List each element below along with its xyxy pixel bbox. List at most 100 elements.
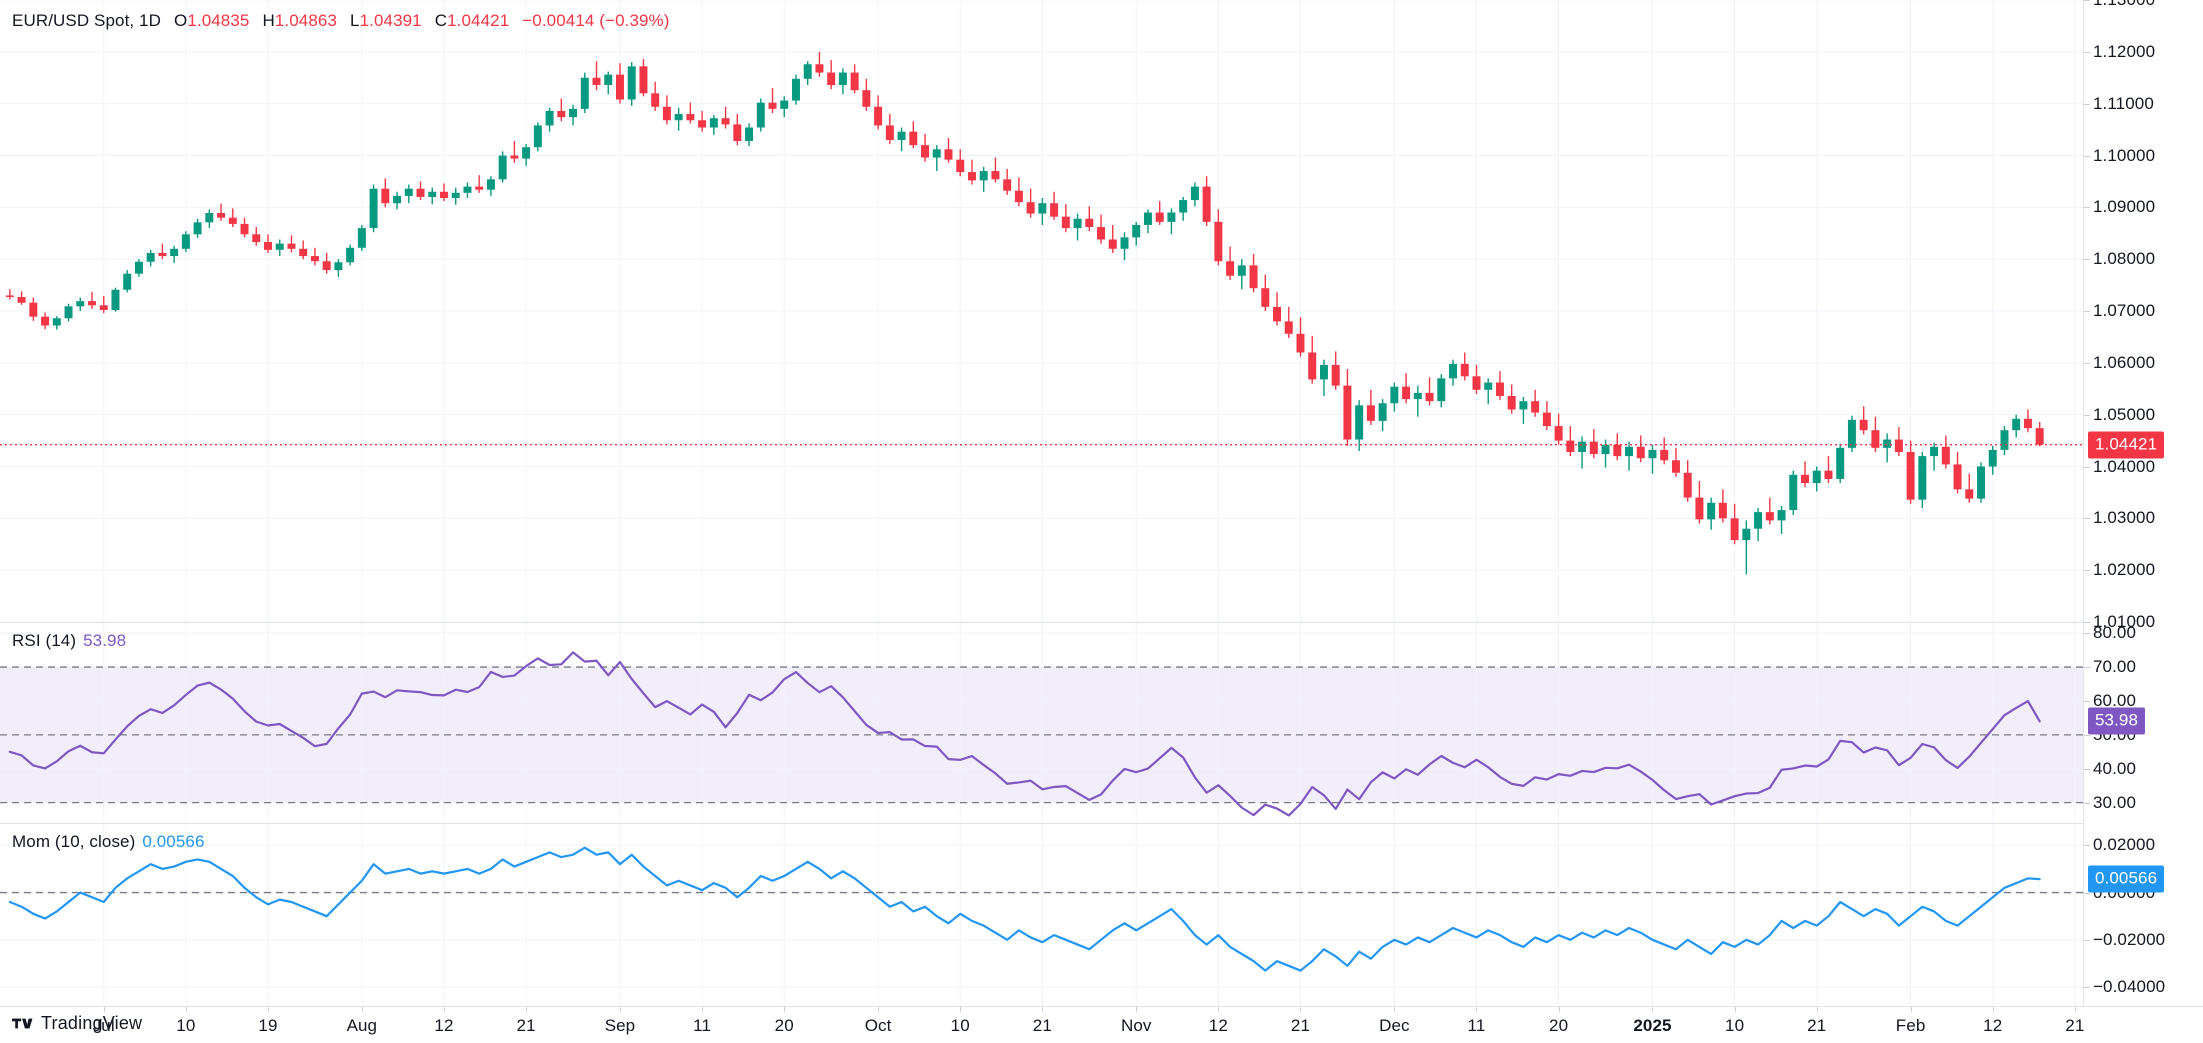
candle-body <box>533 125 542 148</box>
candle-body <box>1449 363 1458 379</box>
momentum-pane[interactable] <box>0 824 2083 1006</box>
axis-tick-label: 1.11000 <box>2093 93 2154 113</box>
tradingview-logo[interactable]: TradingView <box>12 1013 142 1034</box>
time-axis-label: 12 <box>434 1016 454 1035</box>
candle-body <box>709 118 718 128</box>
axis-tick-mark <box>2084 667 2090 669</box>
time-axis-label: 20 <box>774 1016 794 1035</box>
rsi-pane[interactable] <box>0 623 2083 823</box>
time-tick-mark <box>1910 1007 1912 1012</box>
candle-body <box>1097 227 1106 240</box>
axis-tick-label: 1.04000 <box>2093 456 2156 476</box>
candle-body <box>1636 446 1645 459</box>
candle-body <box>1918 456 1927 500</box>
momentum-plot <box>0 824 2083 1006</box>
candle-body <box>1190 186 1199 201</box>
candle-body <box>686 114 695 121</box>
candle-body <box>662 106 671 121</box>
time-axis-label: 20 <box>1549 1016 1569 1035</box>
rsi-legend[interactable]: RSI (14) 53.98 <box>12 631 126 651</box>
candle-body <box>580 77 589 109</box>
candle-body <box>123 273 132 290</box>
axis-tick-mark <box>2084 414 2090 416</box>
rsi-legend-title: RSI (14) <box>12 631 77 650</box>
ohlc-value-o: 1.04835 <box>187 11 250 30</box>
candle-body <box>1437 378 1446 402</box>
candle-body <box>1073 218 1082 229</box>
candle-body <box>1789 474 1798 511</box>
candle-body <box>1578 441 1587 452</box>
candle-body <box>88 301 96 306</box>
axis-tick-label: 30.00 <box>2093 792 2137 812</box>
axis-tick-label: 0.02000 <box>2093 835 2156 855</box>
time-tick-mark <box>1652 1007 1654 1012</box>
candle-body <box>170 248 179 257</box>
candle-body <box>287 243 296 249</box>
axis-tick-label: 1.06000 <box>2093 352 2156 372</box>
momentum-legend[interactable]: Mom (10, close) 0.00566 <box>12 832 205 852</box>
time-tick-mark <box>1042 1007 1044 1012</box>
candle-body <box>909 131 918 146</box>
candle-body <box>827 72 836 86</box>
candle-body <box>1754 512 1763 529</box>
candle-body <box>1519 401 1528 410</box>
time-tick-mark <box>1136 1007 1138 1012</box>
candle-body <box>1402 386 1411 400</box>
ohlc-value-l: 1.04391 <box>359 11 422 30</box>
candle-body <box>1038 203 1047 214</box>
candle-body <box>768 102 777 109</box>
price-pane[interactable] <box>0 0 2083 622</box>
candle-body <box>381 188 390 204</box>
candle-body <box>463 186 472 193</box>
candle-body <box>1894 439 1903 452</box>
candle-body <box>1859 419 1868 431</box>
candle-body <box>1660 449 1669 461</box>
candle-body <box>1026 202 1035 214</box>
axis-tick-label: 1.08000 <box>2093 249 2156 269</box>
candle-body <box>956 159 965 173</box>
time-tick-mark <box>361 1007 363 1012</box>
pane-separator-rsi[interactable] <box>0 622 2203 623</box>
candle-body <box>1707 502 1716 520</box>
symbol-legend[interactable]: EUR/USD Spot, 1D O1.04835 H1.04863 L1.04391… <box>12 11 670 31</box>
time-axis[interactable]: Jul 10 19 Aug 12 21 Sep 11 20 Oct 10 21 Nov 12 21 Dec 11… <box>0 1006 2203 1043</box>
axis-tick-mark <box>2084 51 2090 53</box>
candle-body <box>1695 497 1704 520</box>
candle-body <box>874 106 883 126</box>
axis-tick-label: 60.00 <box>2093 690 2137 710</box>
candle-body <box>451 192 460 199</box>
candle-body <box>1484 382 1493 390</box>
symbol-title[interactable]: EUR/USD Spot, 1D <box>12 11 161 30</box>
price-axis[interactable]: 1.13000 1.12000 1.11000 1.10000 1.09000 1.080… <box>2083 0 2203 1006</box>
candle-body <box>1613 444 1622 457</box>
candle-body <box>1261 288 1270 307</box>
candle-body <box>439 191 448 199</box>
time-tick-mark <box>443 1007 445 1012</box>
ohlc-key-l: L <box>350 11 360 30</box>
time-tick-mark <box>1476 1007 1478 1012</box>
candle-body <box>1495 382 1504 397</box>
ohlc-value-h: 1.04863 <box>274 11 338 30</box>
candle-body <box>1930 446 1939 457</box>
axis-tick-mark <box>2084 939 2090 941</box>
time-axis-label: 21 <box>1290 1016 1311 1035</box>
axis-tick-mark <box>2084 570 2090 572</box>
time-axis-label: Nov <box>1120 1016 1152 1035</box>
candle-body <box>1155 212 1164 222</box>
candle-body <box>1050 203 1059 217</box>
candle-body <box>346 247 355 263</box>
pane-separator-momentum[interactable] <box>0 823 2203 824</box>
candle-body <box>862 90 871 107</box>
candle-body <box>1085 218 1094 228</box>
candle-body <box>615 74 624 100</box>
candle-body <box>264 242 272 250</box>
time-axis-label: 10 <box>1725 1016 1745 1035</box>
candle-body <box>1284 321 1293 334</box>
candle-body <box>416 188 425 197</box>
time-axis-label: 21 <box>2065 1016 2085 1035</box>
candle-body <box>2023 418 2032 429</box>
candle-body <box>1296 333 1305 353</box>
time-axis-label: Feb <box>1895 1016 1926 1035</box>
candle-body <box>2035 428 2044 445</box>
candle-body <box>1378 403 1387 421</box>
